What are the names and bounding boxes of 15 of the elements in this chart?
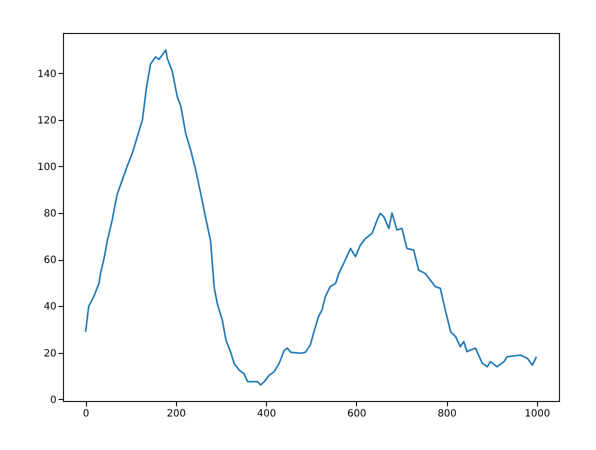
y-tick-label: 100 (37, 162, 56, 173)
x-tick-label: 1000 (524, 408, 550, 420)
x-tick-label: 200 (166, 408, 186, 420)
line-series (84, 49, 538, 386)
y-tick-label: 60 (44, 255, 56, 266)
x-tick-label: 400 (257, 408, 276, 420)
x-tick-label: 0 (82, 408, 90, 420)
y-tick-label: 140 (37, 68, 56, 80)
y-tick-label: 20 (44, 348, 56, 360)
y-tick-label: 80 (44, 208, 56, 220)
y-tick-label: 120 (37, 115, 56, 126)
x-tick-label: 600 (347, 408, 366, 420)
y-tick-label: 0 (50, 394, 56, 406)
x-tick-label: 800 (438, 408, 457, 420)
y-tick-label: 40 (44, 302, 56, 313)
